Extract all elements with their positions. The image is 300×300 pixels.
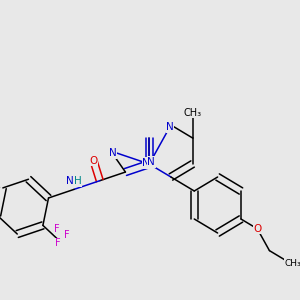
Text: O: O — [89, 156, 98, 166]
Text: N: N — [66, 176, 74, 186]
Text: N: N — [109, 148, 116, 158]
Text: N: N — [142, 158, 150, 168]
Text: N: N — [166, 122, 174, 132]
Text: O: O — [253, 224, 261, 234]
Text: H: H — [74, 176, 82, 186]
Text: F: F — [64, 230, 69, 240]
Text: F: F — [55, 238, 61, 248]
Text: CH₃: CH₃ — [284, 259, 300, 268]
Text: F: F — [54, 224, 60, 234]
Text: CH₃: CH₃ — [184, 108, 202, 118]
Text: N: N — [147, 157, 155, 167]
